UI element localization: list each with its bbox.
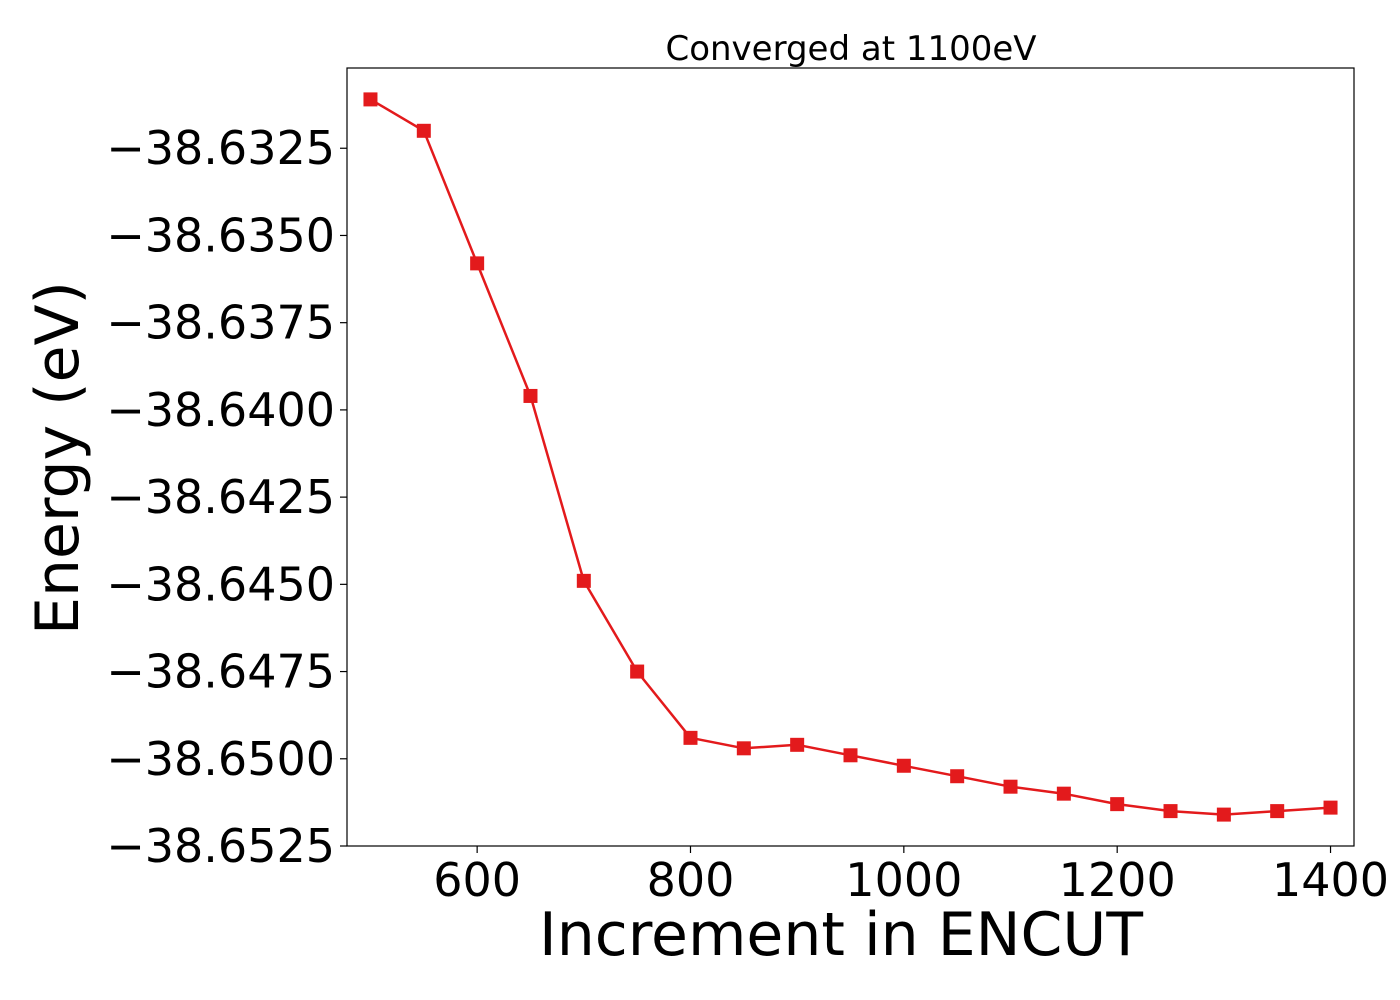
y-tick-label: −38.6350: [106, 208, 335, 262]
chart-title: Converged at 1100eV: [665, 29, 1036, 69]
plot-frame: [346, 67, 1355, 847]
series-line: [369, 98, 1331, 816]
data-point: [1056, 786, 1071, 801]
y-tick-label: −38.6475: [106, 645, 335, 699]
series-layer: [363, 92, 1338, 822]
x-tick-label: 1400: [1272, 853, 1389, 907]
data-point: [630, 664, 645, 679]
data-point: [896, 758, 911, 773]
y-tick-label: −38.6425: [106, 470, 335, 524]
data-point: [576, 573, 591, 588]
data-point: [470, 256, 485, 271]
data-point: [1270, 804, 1285, 819]
y-tick-label: −38.6325: [106, 121, 335, 175]
x-axis-label: Increment in ENCUT: [539, 900, 1143, 970]
x-tick-label: 600: [433, 853, 521, 907]
y-tick-label: −38.6375: [106, 296, 335, 350]
data-point: [1110, 797, 1125, 812]
data-point: [683, 730, 698, 745]
data-point: [736, 741, 751, 756]
y-tick-label: −38.6450: [106, 557, 335, 611]
y-tick-label: −38.6400: [106, 383, 335, 437]
data-point: [1323, 800, 1338, 815]
data-point: [950, 769, 965, 784]
x-axis: 600 800 1000 1200 1400: [433, 846, 1389, 907]
y-tick-label: −38.6500: [106, 732, 335, 786]
data-point: [1216, 807, 1231, 822]
y-tick-label: −38.6525: [106, 819, 335, 873]
data-point: [790, 737, 805, 752]
plot-area: 600 800 1000 1200 1400 −38.6325−38.6350−38.6…: [106, 67, 1389, 907]
x-tick-label: 1200: [1059, 853, 1176, 907]
x-tick-label: 1000: [845, 853, 962, 907]
data-point: [1163, 804, 1178, 819]
data-point: [843, 748, 858, 763]
data-point: [363, 92, 378, 107]
y-axis: −38.6325 −38.6350 −38.6375 −38.6400 −38.6425…: [106, 121, 347, 873]
data-point: [523, 388, 538, 403]
y-axis-label: Energy (eV): [23, 281, 93, 635]
x-tick-label: 800: [647, 853, 735, 907]
data-point: [1003, 779, 1018, 794]
data-point: [416, 123, 431, 138]
